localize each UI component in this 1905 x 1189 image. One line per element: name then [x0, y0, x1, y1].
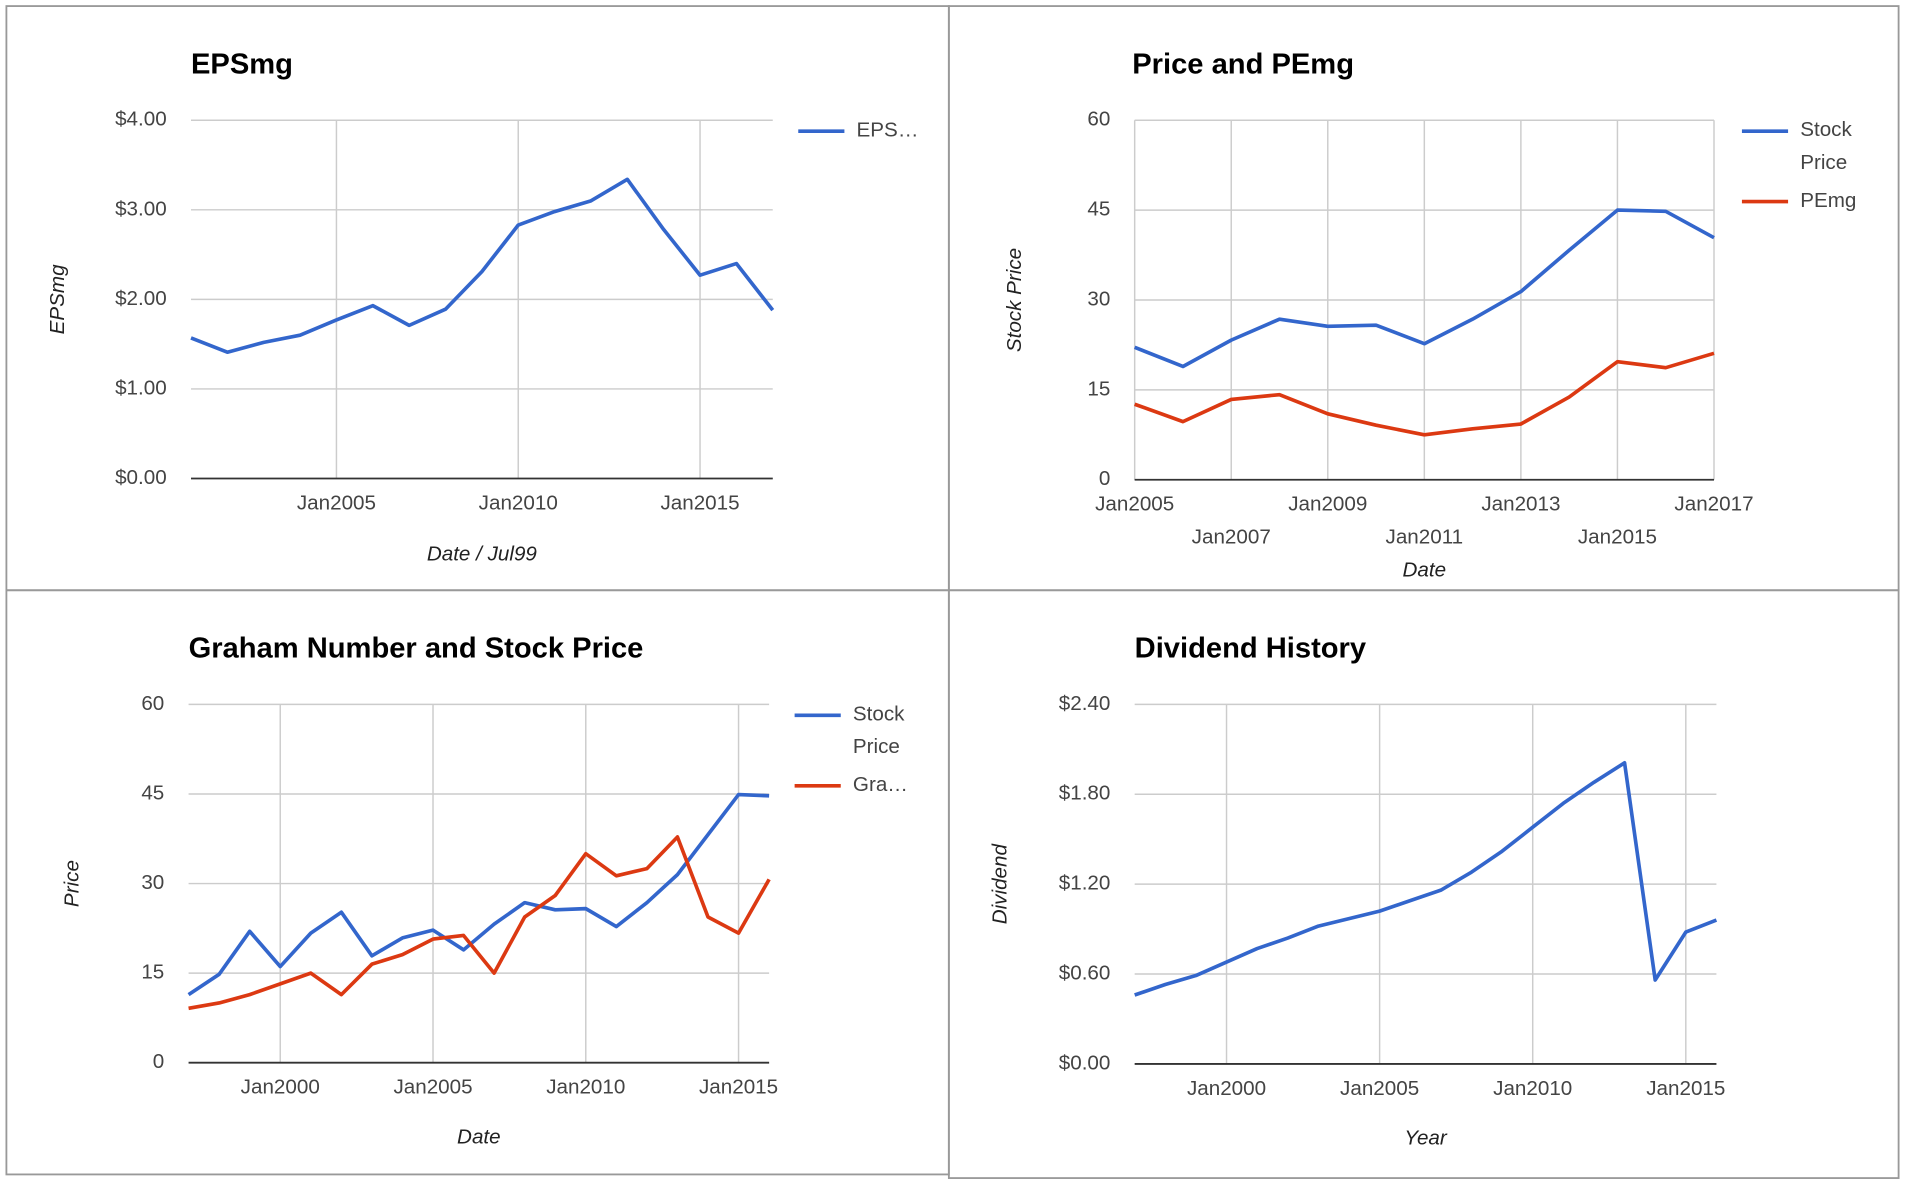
y-tick-label: $0.60	[1059, 961, 1111, 984]
y-tick-label: 45	[1087, 198, 1110, 221]
y-axis-title: EPSmg	[46, 264, 69, 334]
y-axis-title: Dividend	[989, 843, 1012, 925]
y-tick-label: $0.00	[1059, 1051, 1111, 1074]
legend-label: Gra…	[853, 773, 908, 796]
y-axis-title: Stock Price	[1003, 248, 1026, 352]
y-tick-label: 0	[153, 1050, 164, 1073]
series-line	[187, 792, 770, 997]
panel	[947, 589, 1900, 1179]
y-tick-label: $1.20	[1059, 872, 1111, 895]
series-line	[1134, 761, 1718, 997]
y-tick-label: $1.00	[115, 376, 167, 399]
panel-borders	[5, 5, 1900, 1179]
chart: EPSmg $0.00 $1.00 $2.00 $3.00 $4.00 Jan2005 Jan…	[46, 48, 918, 565]
chart: Dividend History $0.00 $0.60 $1.20 $1.80 $2.4…	[989, 632, 1726, 1149]
x-tick-label: Jan2005	[297, 491, 376, 514]
chart-title: Graham Number and Stock Price	[189, 632, 644, 664]
y-tick-label: 45	[141, 781, 164, 804]
legend-label: EPS…	[857, 119, 919, 142]
x-axis-title: Date	[457, 1125, 501, 1148]
x-tick-label: Jan2010	[1493, 1077, 1572, 1100]
y-tick-label: 30	[141, 871, 164, 894]
legend-label: Stock Price	[853, 703, 905, 759]
chart: Price and PEmg 0 15 30 45 60 Jan2005 Jan2007 Jan…	[1003, 48, 1856, 581]
chart: Graham Number and Stock Price 0 15 30 45 60 Ja…	[61, 632, 908, 1148]
y-tick-label: $1.80	[1059, 782, 1111, 805]
x-tick-label: Jan2007	[1192, 525, 1271, 548]
series-line	[188, 835, 771, 1011]
series-line	[190, 177, 775, 355]
x-tick-label: Jan2015	[1646, 1077, 1725, 1100]
x-axis-title: Date / Jul99	[427, 542, 538, 565]
x-tick-label: Jan2010	[546, 1076, 625, 1099]
x-tick-label: Jan2015	[1578, 525, 1657, 548]
chart-title: Price and PEmg	[1132, 48, 1354, 80]
legend-label: PEmg	[1800, 189, 1856, 212]
y-tick-label: 15	[141, 961, 164, 984]
chart-title: Dividend History	[1135, 632, 1367, 664]
y-tick-label: $3.00	[115, 197, 167, 220]
x-tick-label: Jan2005	[1340, 1077, 1419, 1100]
x-tick-label: Jan2009	[1288, 493, 1367, 516]
x-tick-label: Jan2000	[241, 1076, 320, 1099]
x-tick-label: Jan2011	[1386, 525, 1464, 548]
y-tick-label: 60	[141, 692, 164, 715]
x-tick-label: Jan2017	[1674, 493, 1753, 516]
y-tick-label: 15	[1087, 377, 1110, 400]
y-tick-label: 30	[1087, 287, 1110, 310]
series-line	[1134, 208, 1715, 369]
x-tick-label: Jan2005	[1095, 493, 1174, 516]
x-tick-label: Jan2013	[1481, 493, 1560, 516]
y-tick-label: $2.00	[115, 287, 167, 310]
x-tick-label: Jan2015	[660, 491, 739, 514]
x-tick-label: Jan2010	[479, 491, 558, 514]
y-tick-label: 60	[1087, 108, 1110, 131]
y-tick-label: $0.00	[115, 466, 167, 489]
y-axis-title: Price	[61, 860, 84, 907]
y-tick-label: $4.00	[115, 108, 167, 131]
series-line	[1134, 351, 1715, 437]
chart-title: EPSmg	[191, 48, 293, 80]
y-tick-label: 0	[1099, 467, 1110, 490]
x-axis-title: Date	[1403, 558, 1447, 581]
x-axis-title: Year	[1404, 1127, 1448, 1150]
y-tick-label: $2.40	[1059, 692, 1111, 715]
x-tick-label: Jan2005	[393, 1076, 472, 1099]
x-tick-label: Jan2000	[1187, 1077, 1266, 1100]
legend-label: Stock Price	[1800, 119, 1852, 175]
x-tick-label: Jan2015	[699, 1076, 778, 1099]
